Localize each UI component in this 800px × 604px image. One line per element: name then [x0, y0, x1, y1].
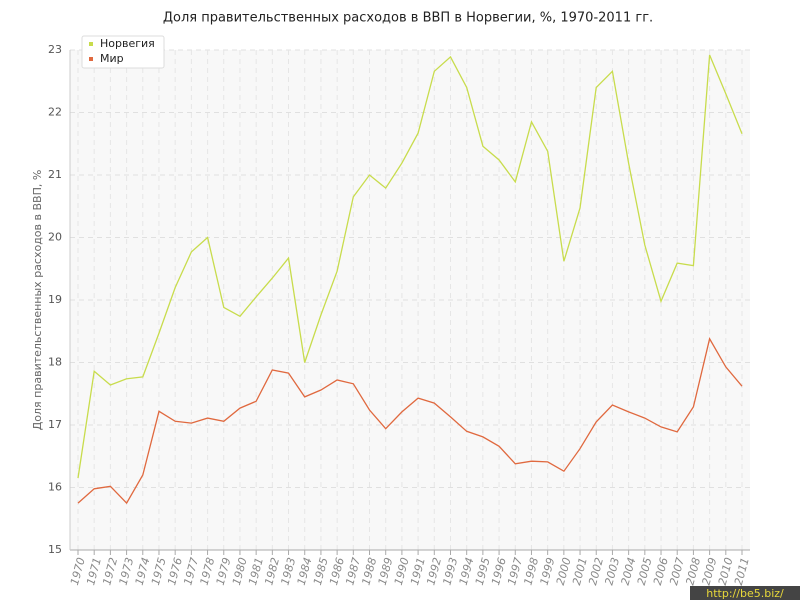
watermark: http://be5.biz/ [706, 587, 784, 600]
watermark-bg [690, 586, 800, 600]
legend [81, 35, 165, 69]
legend-label: Мир [100, 52, 124, 65]
y-tick-label: 22 [48, 106, 62, 119]
series-line [77, 54, 743, 479]
series-line [77, 337, 743, 505]
y-tick-label: 21 [48, 168, 62, 181]
legend-box [81, 35, 165, 69]
legend-label: Норвегия [100, 37, 155, 50]
legend-swatch [89, 57, 93, 61]
y-tick-label: 23 [48, 43, 62, 56]
y-tick-label: 18 [48, 356, 62, 369]
y-tick-label: 15 [48, 543, 62, 556]
y-tick-label: 16 [48, 481, 62, 494]
y-tick-label: 20 [48, 231, 62, 244]
y-axis-label: Доля правительственных расходов в ВВП, % [31, 170, 44, 431]
y-tick-label: 17 [48, 418, 62, 431]
plot-area [70, 50, 750, 550]
chart-title: Доля правительственных расходов в ВВП в … [163, 11, 653, 26]
legend-swatch [89, 42, 93, 46]
y-tick-label: 19 [48, 293, 62, 306]
